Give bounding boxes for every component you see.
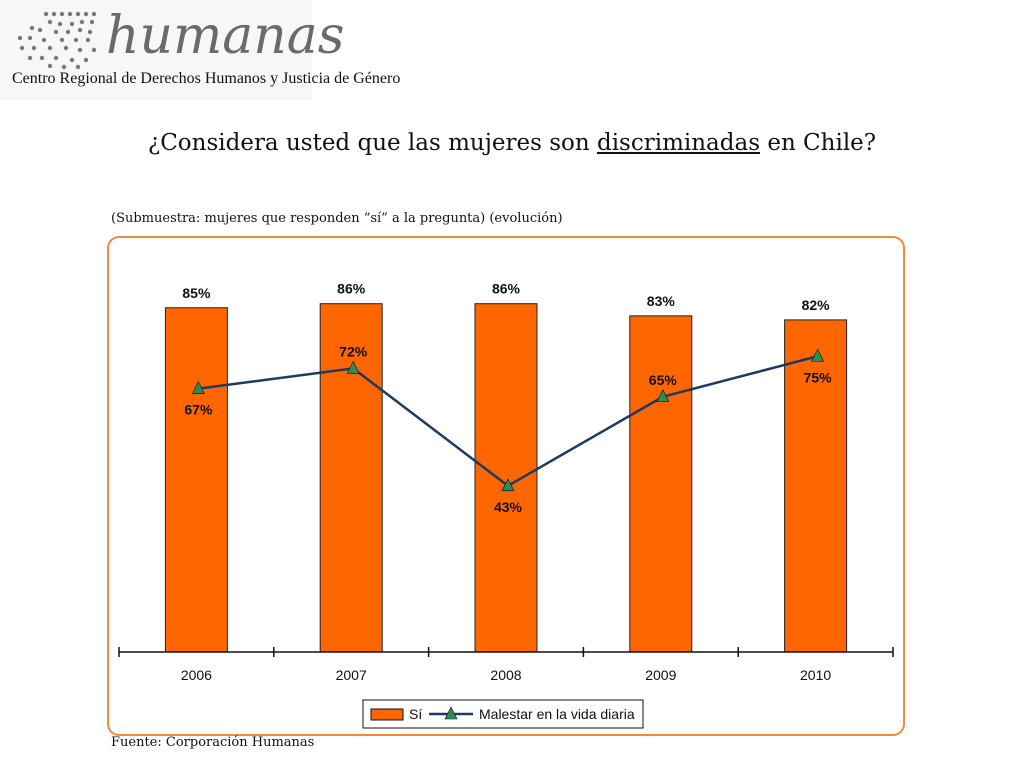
line-point-2007 [346, 360, 360, 374]
line-label-2007: 72% [339, 343, 368, 359]
bar-label-2009: 83% [647, 293, 676, 309]
logo: humanas Centro Regional de Derechos Huma… [0, 0, 400, 100]
title-part-before: ¿Considera usted que las mujeres son [147, 130, 597, 156]
x-tick-label-2010: 2010 [800, 667, 831, 683]
logo-name: humanas [106, 6, 345, 66]
legend-swatch-bar [370, 708, 404, 721]
bar-2009 [629, 315, 693, 653]
x-tick-label-2008: 2008 [490, 667, 521, 683]
logo-subtitle: Centro Regional de Derechos Humanos y Ju… [12, 70, 401, 87]
bar-label-2010: 82% [802, 297, 831, 313]
chart-subtitle: (Submuestra: mujeres que responden “sí” … [111, 211, 563, 226]
title-part-after: en Chile? [760, 130, 877, 156]
bar-2007 [319, 303, 383, 653]
bar-label-2007: 86% [337, 281, 366, 297]
bar-2006 [164, 307, 228, 653]
x-tick-label-2009: 2009 [645, 667, 676, 683]
line-point-2008 [501, 478, 515, 492]
line-label-2006: 67% [184, 402, 213, 418]
legend-swatch-marker [444, 706, 458, 720]
bar-2010 [784, 319, 848, 653]
bar-label-2006: 85% [182, 285, 211, 301]
x-tick-label-2007: 2007 [336, 667, 367, 683]
bar-label-2008: 86% [492, 281, 521, 297]
x-tick-label-2006: 2006 [181, 667, 212, 683]
line-label-2010: 75% [804, 369, 833, 385]
bar-2008 [474, 303, 538, 653]
line-label-2008: 43% [494, 499, 523, 515]
source-note: Fuente: Corporación Humanas [111, 735, 315, 750]
line-label-2009: 65% [649, 372, 678, 388]
line-point-2006 [191, 380, 205, 394]
legend-label-line: Malestar en la vida diaria [479, 706, 635, 722]
legend-label-bar: Sí [409, 706, 422, 722]
page-title: ¿Considera usted que las mujeres son dis… [0, 130, 1024, 156]
line-point-2009 [656, 389, 670, 403]
title-part-underlined: discriminadas [596, 130, 761, 156]
line-point-2010 [811, 348, 825, 362]
logo-mark-icon [17, 11, 97, 70]
legend-box [362, 699, 644, 729]
chart: 85% 86% 86% 83% 82% 2006 2007 2008 2009 2010 67% 72… [118, 281, 894, 729]
